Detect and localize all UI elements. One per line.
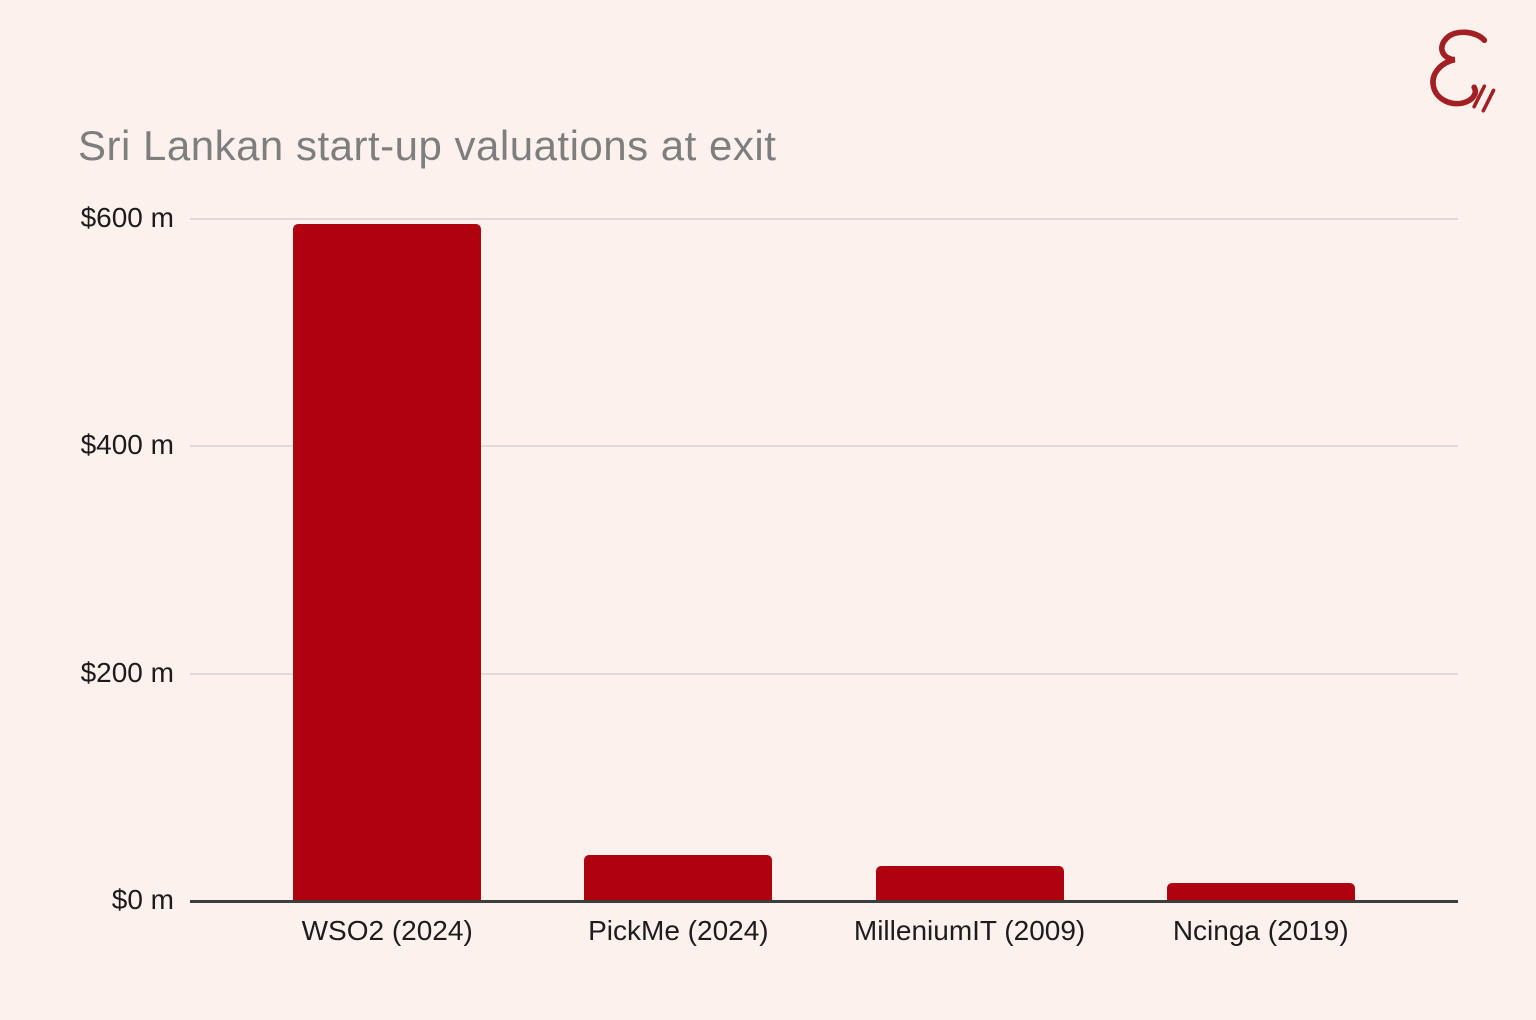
y-axis-tick-label: $0 m [111,884,174,915]
x-axis-category-slot: PickMe (2024) [584,915,772,947]
bar [875,865,1064,900]
x-axis-category-slot: WSO2 (2024) [293,915,481,947]
y-axis-tick-label: $200 m [80,656,174,688]
x-axis-category-label: WSO2 (2024) [301,915,473,946]
plot-area [190,218,1458,903]
bar [293,223,482,900]
script-e-glyph [1430,29,1488,107]
x-axis-category-slot: Ncinga (2019) [1167,915,1355,947]
y-axis-tick-label: $400 m [80,429,174,461]
y-axis: $600 m $400 m $200 m $0 m [0,202,174,915]
x-axis-category-label: MilleniumIT (2009) [853,915,1086,946]
chart-title: Sri Lankan start-up valuations at exit [78,122,777,169]
echelon-logo [1430,29,1496,113]
gridline [190,672,1458,675]
x-axis-category-label: Ncinga (2019) [1172,915,1349,946]
x-axis-category-slot: MilleniumIT (2009) [854,915,1085,947]
x-axis-category-label: PickMe (2024) [588,915,769,946]
gridline [190,445,1458,448]
bar [584,854,773,900]
bar [1166,882,1355,900]
double-slash-glyph [1472,84,1496,113]
x-axis: WSO2 (2024) PickMe (2024) MilleniumIT (200… [190,915,1458,947]
y-axis-tick-label: $600 m [80,202,174,233]
gridline [190,218,1458,220]
